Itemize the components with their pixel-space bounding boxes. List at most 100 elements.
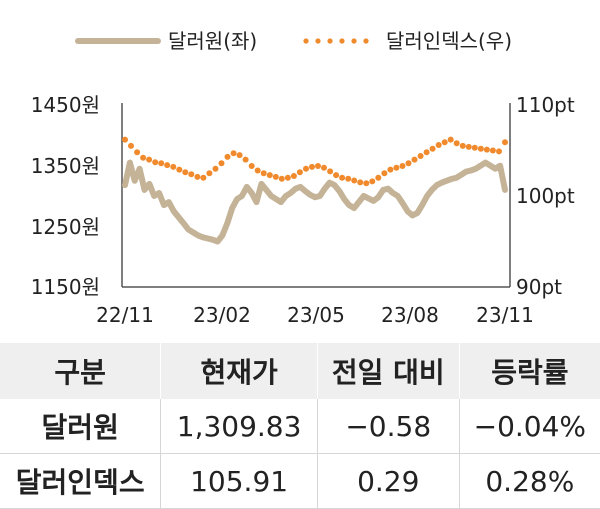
series-point-dxy xyxy=(351,177,358,184)
series-point-dxy xyxy=(200,174,207,181)
legend-dot xyxy=(351,38,357,44)
series-point-dxy xyxy=(254,167,261,174)
series-point-dxy xyxy=(176,166,183,173)
series-point-dxy xyxy=(224,153,231,160)
series-point-dxy xyxy=(218,160,225,167)
change-rate-cell: −0.04% xyxy=(458,399,600,454)
legend-label-dxy: 달러인덱스(우) xyxy=(386,29,512,53)
series-point-dxy xyxy=(417,153,424,159)
x-tick-label: 23/02 xyxy=(193,303,251,327)
summary-table: 구분 현재가 전일 대비 등락률 달러원 1,309.83 −0.58 −0.0… xyxy=(0,343,600,509)
series-layer xyxy=(122,136,508,245)
legend-dot xyxy=(303,38,309,44)
right-y-ticks: 110pt 100pt 90pt xyxy=(516,93,575,299)
series-point-dxy xyxy=(284,174,291,181)
left-tick-label: 1150원 xyxy=(31,275,100,299)
series-point-dxy xyxy=(459,142,466,149)
series-point-dxy xyxy=(423,149,430,156)
series-point-dxy xyxy=(170,163,177,170)
x-tick-label: 23/08 xyxy=(381,303,439,327)
right-tick-label: 110pt xyxy=(516,93,575,117)
row-label: 달러인덱스 xyxy=(0,453,161,509)
left-tick-label: 1450원 xyxy=(31,93,100,117)
series-point-dxy xyxy=(357,179,364,186)
x-tick-label: 23/05 xyxy=(287,303,345,327)
series-point-dxy xyxy=(441,139,448,146)
series-point-dxy xyxy=(327,168,334,175)
series-point-dxy xyxy=(477,145,484,152)
legend-dot xyxy=(363,38,369,44)
x-tick-label: 23/11 xyxy=(476,303,534,327)
series-point-dxy xyxy=(260,170,267,177)
series-point-dxy xyxy=(266,172,273,179)
series-point-dxy xyxy=(128,142,134,149)
series-point-dxy xyxy=(158,160,165,167)
table-header-row: 구분 현재가 전일 대비 등락률 xyxy=(0,343,600,399)
daily-change-cell: −0.58 xyxy=(316,399,460,454)
series-point-dxy xyxy=(393,164,400,171)
series-point-dxy xyxy=(212,165,219,172)
series-point-dxy xyxy=(489,147,496,154)
series-point-dxy xyxy=(182,169,189,176)
exchange-rate-chart: 달러원(좌) 달러인덱스(우) 1450원 1350원 1250원 1150원 … xyxy=(31,29,575,327)
legend-dot xyxy=(339,38,345,44)
series-point-dxy xyxy=(134,149,141,156)
series-point-dxy xyxy=(188,171,195,178)
x-ticks: 22/11 23/02 23/05 23/08 23/11 xyxy=(96,303,534,327)
series-point-dxy xyxy=(345,175,352,182)
series-point-dxy xyxy=(296,169,303,176)
series-point-dxy xyxy=(140,154,147,161)
series-point-dxy xyxy=(333,172,340,179)
series-point-dxy xyxy=(502,139,508,146)
column-header: 현재가 xyxy=(160,343,318,399)
series-point-dxy xyxy=(496,148,502,155)
series-point-dxy xyxy=(405,160,412,167)
series-point-dxy xyxy=(152,159,159,166)
series-point-dxy xyxy=(447,136,454,143)
series-point-dxy xyxy=(278,175,285,182)
row-label: 달러원 xyxy=(0,399,161,454)
series-point-dxy xyxy=(122,136,128,143)
series-point-dxy xyxy=(194,173,201,180)
current-price-cell: 105.91 xyxy=(160,453,318,509)
change-rate-cell: 0.28% xyxy=(458,453,600,509)
column-header: 구분 xyxy=(0,343,161,399)
series-point-dxy xyxy=(435,142,442,148)
series-point-dxy xyxy=(453,140,460,147)
legend-dot xyxy=(315,38,321,44)
column-header: 등락률 xyxy=(458,343,600,399)
chart-legend: 달러원(좌) 달러인덱스(우) xyxy=(75,29,512,53)
series-point-dxy xyxy=(369,178,376,185)
x-tick-label: 22/11 xyxy=(96,303,154,327)
series-point-dxy xyxy=(230,150,237,157)
series-point-dxy xyxy=(429,145,436,152)
series-point-dxy xyxy=(471,144,478,151)
right-tick-label: 90pt xyxy=(516,275,562,299)
right-tick-label: 100pt xyxy=(516,184,575,208)
series-point-dxy xyxy=(303,165,309,172)
series-point-dxy xyxy=(272,173,279,180)
series-line-krw xyxy=(122,159,508,245)
series-point-dxy xyxy=(315,163,321,169)
series-point-dxy xyxy=(339,174,346,181)
series-point-dxy xyxy=(363,180,370,187)
series-point-dxy xyxy=(399,163,406,169)
series-point-dxy xyxy=(248,163,255,169)
current-price-cell: 1,309.83 xyxy=(160,399,318,454)
table-row: 달러인덱스 105.91 0.29 0.28% xyxy=(0,453,600,509)
series-point-dxy xyxy=(164,162,171,169)
daily-change-cell: 0.29 xyxy=(316,453,460,509)
legend-label-krw: 달러원(좌) xyxy=(168,29,257,53)
series-point-dxy xyxy=(375,174,382,181)
series-point-dxy xyxy=(321,164,327,171)
series-point-dxy xyxy=(242,156,249,163)
legend-swatch-dxy xyxy=(303,38,369,44)
series-point-dxy xyxy=(483,146,490,153)
series-point-dxy xyxy=(411,156,418,163)
series-point-dxy xyxy=(387,166,394,173)
left-y-ticks: 1450원 1350원 1250원 1150원 xyxy=(31,93,100,299)
series-point-dxy xyxy=(290,173,297,179)
legend-dot xyxy=(327,38,333,44)
series-point-dxy xyxy=(381,170,388,177)
series-point-dxy xyxy=(309,163,315,170)
